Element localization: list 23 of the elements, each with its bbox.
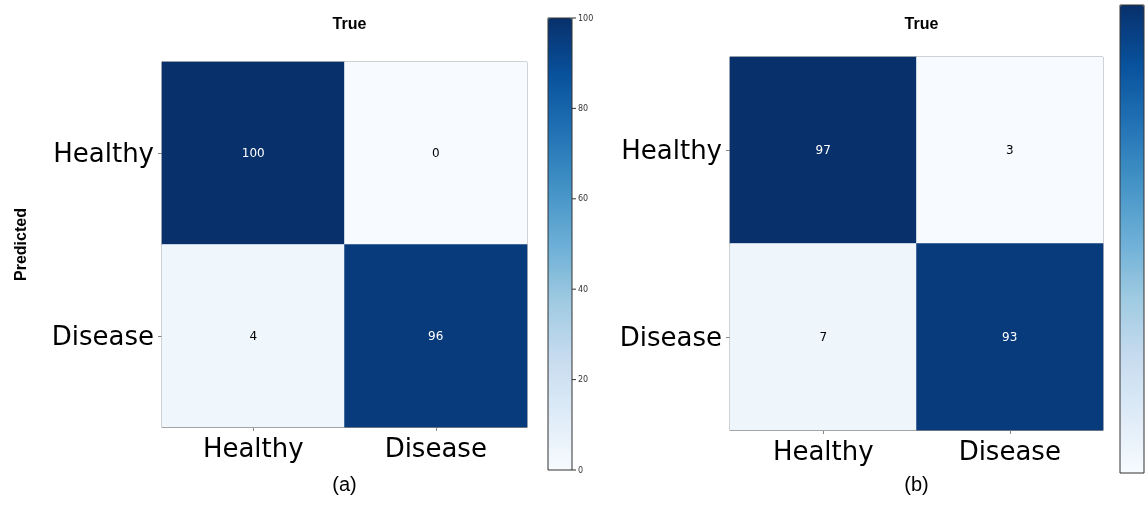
data-label: 100 xyxy=(241,146,265,161)
y-axis-title: Predicted xyxy=(11,208,29,281)
color-bar-label: 60 xyxy=(578,194,589,204)
x-tick-label: Disease xyxy=(958,436,1061,466)
color-bar-label: 40 xyxy=(578,284,589,294)
data-label: 3 xyxy=(1005,143,1014,158)
color-bar-label: 80 xyxy=(578,103,589,113)
text: (b) xyxy=(904,473,929,495)
color-bar-label: 0 xyxy=(578,465,584,475)
data-label: 97 xyxy=(815,143,831,158)
x-tick-label: Disease xyxy=(384,433,487,463)
data-label: 0 xyxy=(431,146,440,161)
data-label: 93 xyxy=(1002,329,1018,344)
data-label: 96 xyxy=(428,328,444,343)
data-label: 4 xyxy=(249,328,258,343)
x-tick-label: Healthy xyxy=(772,436,874,466)
chart-title: True xyxy=(904,14,939,32)
color-bar-label: 100 xyxy=(578,13,594,23)
text: (a) xyxy=(332,473,357,495)
chart-title: True xyxy=(332,14,367,32)
color-bar-label: 20 xyxy=(578,375,589,385)
x-tick-label: Healthy xyxy=(202,433,304,463)
data-label: 7 xyxy=(819,329,828,344)
